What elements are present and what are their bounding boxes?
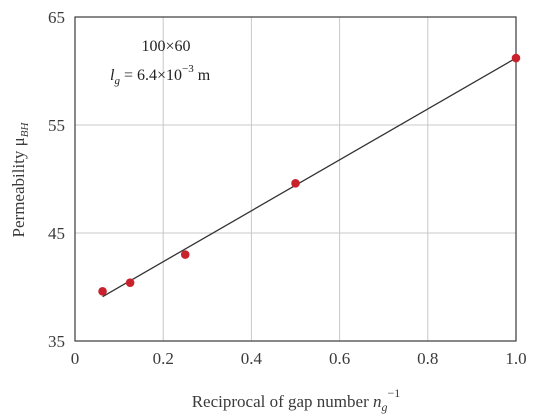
data-point <box>291 179 300 188</box>
data-point <box>125 278 135 287</box>
annotation-size: 100×60 <box>141 38 190 55</box>
x-tick-label: 0 <box>71 349 80 368</box>
data-point <box>98 287 107 296</box>
y-tick-labels: 35 45 55 65 <box>48 8 65 351</box>
fit-line <box>102 57 517 298</box>
x-tick-label: 0.8 <box>417 349 438 368</box>
plot-frame <box>74 16 517 342</box>
annotation-gap-length: lg = 6.4×10−3 m <box>110 63 211 87</box>
x-tick-label: 0.6 <box>329 349 350 368</box>
y-axis-label: Permeability μBH <box>9 121 31 237</box>
data-point <box>180 250 190 259</box>
y-tick-label: 35 <box>48 332 65 351</box>
data-points <box>98 53 521 296</box>
x-tick-label: 0.2 <box>153 349 174 368</box>
x-tick-label: 0.4 <box>241 349 263 368</box>
x-tick-labels: 0 0.2 0.4 0.6 0.8 1.0 <box>71 349 527 368</box>
y-tick-label: 45 <box>48 224 65 243</box>
x-axis-label: Reciprocal of gap number ng−1 <box>192 386 401 414</box>
y-tick-label: 65 <box>48 8 65 27</box>
data-point <box>511 53 521 63</box>
x-tick-label: 1.0 <box>505 349 526 368</box>
grid <box>75 17 516 341</box>
y-tick-label: 55 <box>48 116 65 135</box>
